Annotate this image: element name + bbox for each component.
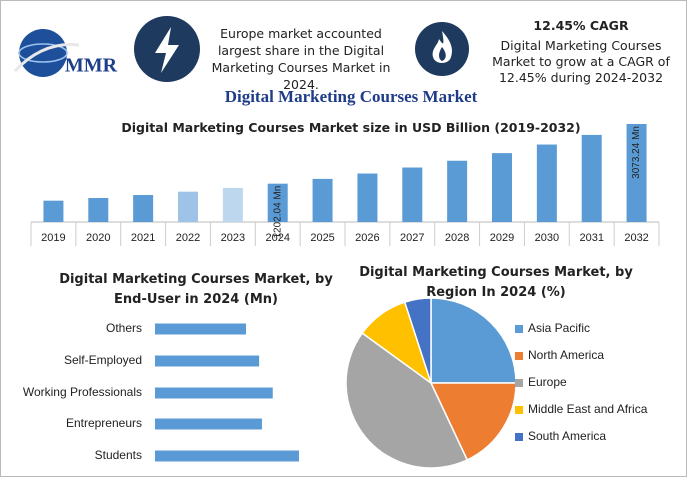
bar	[267, 183, 288, 222]
bar	[447, 160, 468, 222]
legend-swatch	[515, 325, 523, 333]
pie-slice	[403, 297, 432, 384]
legend-swatch	[515, 406, 523, 414]
legend-label: Middle East and Africa	[528, 402, 648, 416]
legend-label: Europe	[528, 375, 567, 389]
legend-label: North America	[528, 348, 604, 362]
bar	[626, 124, 647, 222]
y-tick-label: Entrepreneurs	[66, 416, 142, 430]
logo: MMR	[13, 29, 118, 77]
bar	[155, 387, 273, 399]
x-tick-label: 2030	[535, 232, 559, 244]
chart-title: Digital Marketing Courses Market size in…	[121, 120, 581, 135]
cagr-title: 12.45% CAGR	[533, 18, 629, 33]
x-tick-label: 2029	[490, 232, 514, 244]
x-tick-label: 2021	[131, 232, 155, 244]
bar	[312, 178, 333, 222]
x-tick-label: 2026	[355, 232, 379, 244]
x-tick-label: 2020	[86, 232, 110, 244]
legend-swatch	[515, 379, 523, 387]
bar	[402, 167, 423, 222]
x-tick-label: 2032	[624, 232, 648, 244]
bar	[178, 191, 198, 222]
pie-slice	[429, 382, 517, 461]
bar	[133, 195, 154, 222]
cagr-text: Digital Marketing Courses Market to grow…	[492, 38, 670, 85]
x-tick-label: 2024	[265, 232, 289, 244]
flame-icon	[415, 22, 469, 76]
bar	[581, 134, 602, 222]
legend-label: Asia Pacific	[528, 321, 590, 335]
x-tick-label: 2031	[579, 232, 603, 244]
chart-title: Digital Marketing Courses Market, by End…	[59, 272, 333, 307]
bar	[155, 323, 246, 335]
value-label: 3073.24 Mn	[631, 126, 642, 179]
x-tick-label: 2025	[310, 232, 334, 244]
x-tick-label: 2023	[221, 232, 245, 244]
y-tick-label: Others	[106, 321, 142, 335]
x-tick-label: 2022	[176, 232, 200, 244]
chart-title: Digital Marketing Courses Market, by Reg…	[359, 265, 633, 300]
bar	[357, 173, 378, 222]
bar	[155, 450, 299, 462]
info-text: Europe market accounted largest share in…	[211, 26, 391, 92]
pie-slice	[345, 331, 469, 469]
logo-text: MMR	[65, 55, 118, 77]
bolt-icon	[134, 16, 200, 82]
legend-label: South America	[528, 429, 606, 443]
x-tick-label: 2028	[445, 232, 469, 244]
bar	[492, 153, 512, 222]
value-label: 1202.04 Mn	[272, 186, 283, 239]
bar	[536, 144, 557, 222]
pie-slice	[430, 297, 517, 384]
y-tick-label: Self-Employed	[64, 353, 142, 367]
bar	[222, 187, 243, 222]
bar	[88, 198, 109, 222]
bar	[155, 355, 260, 367]
legend-swatch	[515, 352, 523, 360]
x-tick-label: 2027	[400, 232, 424, 244]
y-tick-label: Students	[95, 448, 142, 462]
bar	[155, 418, 262, 430]
x-tick-label: 2019	[41, 232, 65, 244]
y-tick-label: Working Professionals	[23, 385, 142, 399]
main-title: Digital Marketing Courses Market	[224, 87, 478, 106]
bar	[43, 200, 64, 222]
legend-swatch	[515, 433, 523, 441]
